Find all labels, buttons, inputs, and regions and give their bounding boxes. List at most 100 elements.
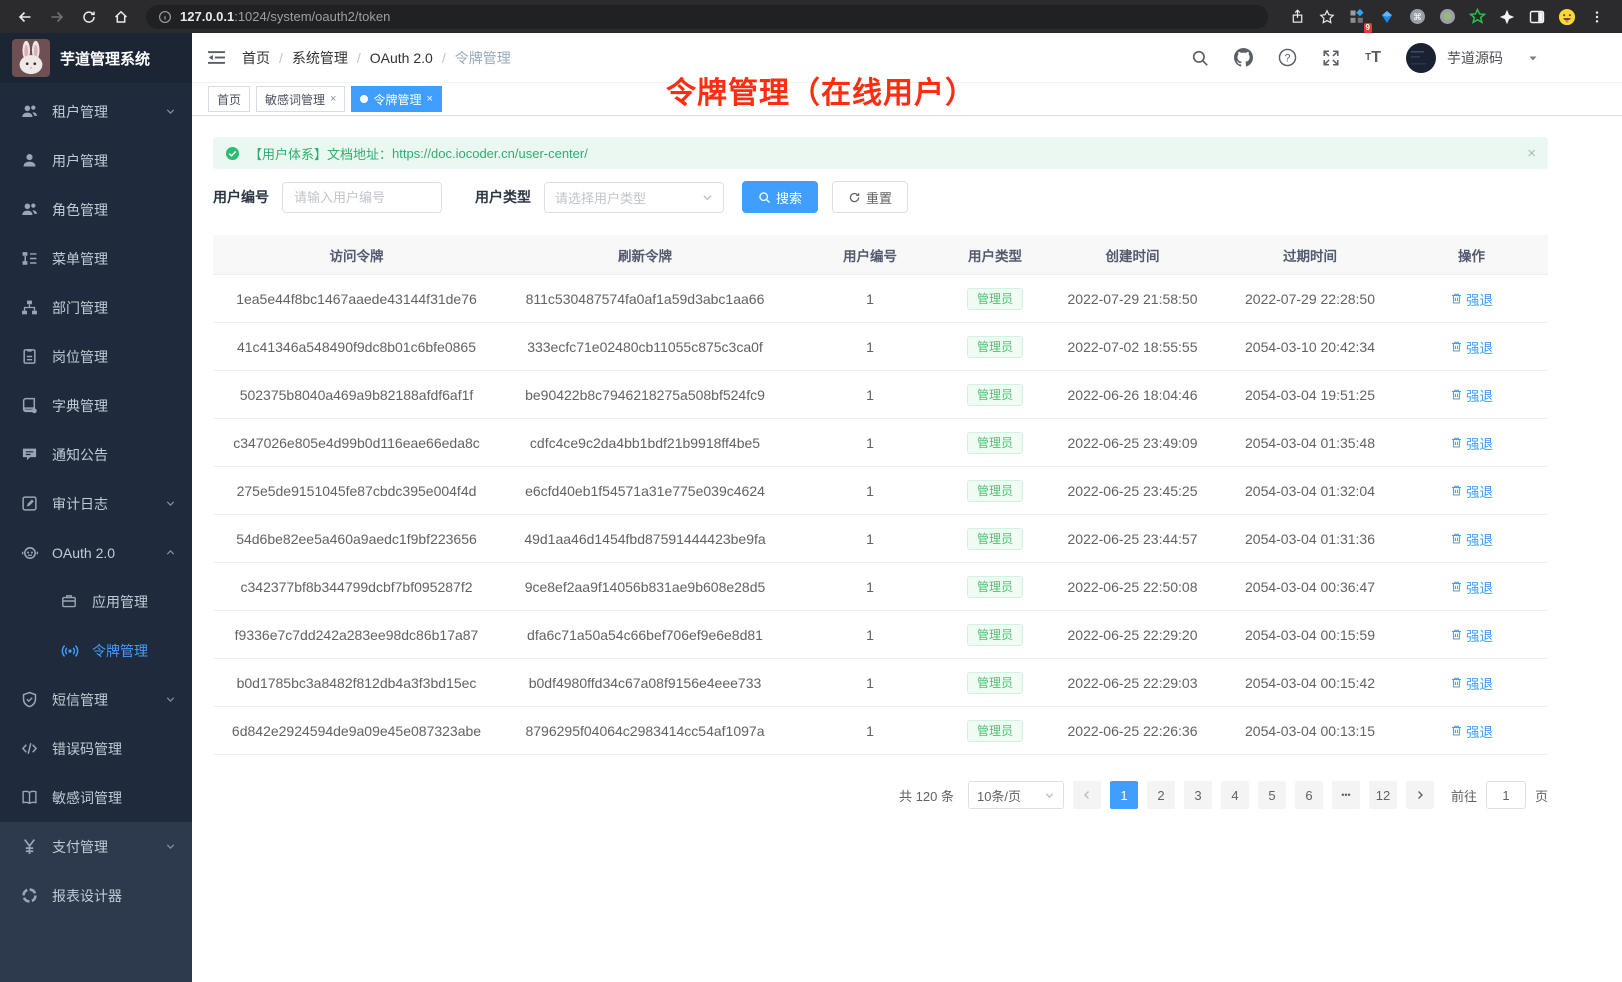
more-pages-button[interactable]: •••: [1331, 781, 1360, 809]
force-logout-button[interactable]: 强退: [1450, 529, 1493, 549]
force-logout-button[interactable]: 强退: [1450, 673, 1493, 693]
column-header-用户编号: 用户编号: [843, 248, 897, 264]
sidebar-item-错误码管理[interactable]: 错误码管理: [0, 724, 192, 773]
sidebar-item-OAuth 2.0[interactable]: OAuth 2.0: [0, 528, 192, 577]
page-button-6[interactable]: 6: [1294, 781, 1323, 809]
browser-menu-icon[interactable]: [1584, 4, 1610, 30]
page-size-select[interactable]: 10条/页: [967, 781, 1064, 809]
sidebar-item-应用管理[interactable]: 应用管理: [0, 577, 192, 626]
sidebar-item-敏感词管理[interactable]: 敏感词管理: [0, 773, 192, 822]
force-logout-button[interactable]: 强退: [1450, 385, 1493, 405]
page-suffix-label: 页: [1534, 788, 1548, 804]
sidebar-item-岗位管理[interactable]: 岗位管理: [0, 332, 192, 381]
page-button-4[interactable]: 4: [1220, 781, 1249, 809]
share-icon[interactable]: [1284, 4, 1310, 30]
sidebar-item-角色管理[interactable]: 角色管理: [0, 185, 192, 234]
help-icon[interactable]: ?: [1278, 48, 1297, 67]
search-button[interactable]: 搜索: [742, 181, 819, 213]
chevron-down-icon: [702, 192, 713, 203]
side-panel-icon[interactable]: [1524, 4, 1550, 30]
users-icon: [21, 201, 38, 218]
user-type-select[interactable]: 请选择用户类型: [544, 181, 724, 213]
page-button-5[interactable]: 5: [1257, 781, 1286, 809]
reset-button[interactable]: 重置: [832, 181, 909, 213]
extension-record-icon[interactable]: [1434, 4, 1460, 30]
force-logout-button[interactable]: 强退: [1450, 577, 1493, 597]
user-id-input[interactable]: [282, 181, 442, 213]
fullscreen-icon[interactable]: [1322, 49, 1340, 67]
browser-home-icon[interactable]: [108, 4, 134, 30]
force-logout-button[interactable]: 强退: [1450, 433, 1493, 453]
alert-close-icon[interactable]: ×: [1527, 144, 1536, 162]
extension-command-icon[interactable]: ⌘: [1404, 4, 1430, 30]
user-type-badge: 管理员: [966, 527, 1023, 550]
breadcrumb-item[interactable]: 系统管理: [291, 49, 348, 66]
address-bar[interactable]: 127.0.0.1:1024/system/oauth2/token: [146, 4, 1268, 29]
access-token-cell: f9336e7c7dd242a283ee98dc86b17a87: [234, 626, 479, 643]
alert-doc-link[interactable]: https://doc.iocoder.cn/user-center/: [392, 145, 588, 161]
extension-grid-icon[interactable]: 9: [1344, 4, 1372, 33]
extension-star-icon[interactable]: [1464, 4, 1490, 30]
goto-page-input[interactable]: [1485, 781, 1526, 809]
force-logout-button[interactable]: 强退: [1450, 337, 1493, 357]
next-page-button[interactable]: [1405, 781, 1434, 809]
profile-emoji-icon[interactable]: [1554, 4, 1580, 30]
browser-reload-icon[interactable]: [76, 4, 102, 30]
trash-icon: [1450, 628, 1463, 641]
expire-time-cell: 2022-07-29 22:28:50: [1245, 290, 1375, 307]
force-logout-button[interactable]: 强退: [1450, 721, 1493, 741]
sidebar-item-通知公告[interactable]: 通知公告: [0, 430, 192, 479]
page-button-2[interactable]: 2: [1146, 781, 1175, 809]
sidebar-item-用户管理[interactable]: 用户管理: [0, 136, 192, 185]
access-token-cell: 6d842e2924594de9a09e45e087323abe: [231, 722, 482, 739]
sidebar-item-报表设计器[interactable]: 报表设计器: [0, 871, 192, 920]
page-button-12[interactable]: 12: [1368, 781, 1397, 809]
username[interactable]: 芋道源码: [1447, 49, 1503, 66]
search-icon[interactable]: [1191, 49, 1209, 67]
user-avatar[interactable]: [1406, 42, 1436, 73]
action-cell: 强退: [1395, 385, 1548, 405]
dictionary-icon: [21, 397, 38, 414]
user-menu-caret-icon[interactable]: [1528, 53, 1538, 63]
force-logout-label: 强退: [1466, 580, 1493, 596]
force-logout-button[interactable]: 强退: [1450, 481, 1493, 501]
close-tab-icon[interactable]: ×: [426, 93, 433, 105]
sidebar-item-短信管理[interactable]: 短信管理: [0, 675, 192, 724]
created-time-cell: 2022-06-25 22:26:36: [1067, 722, 1198, 739]
sidebar-item-租户管理[interactable]: 租户管理: [0, 87, 192, 136]
tab-敏感词管理[interactable]: 敏感词管理 ×: [256, 86, 346, 112]
sidebar-item-菜单管理[interactable]: 菜单管理: [0, 234, 192, 283]
tab-label: 敏感词管理: [265, 92, 326, 107]
close-tab-icon[interactable]: ×: [330, 93, 337, 105]
page-button-1[interactable]: 1: [1109, 781, 1138, 809]
sidebar-item-部门管理[interactable]: 部门管理: [0, 283, 192, 332]
site-info-icon[interactable]: [158, 10, 172, 24]
github-icon[interactable]: [1234, 48, 1254, 67]
sidebar-item-支付管理[interactable]: 支付管理: [0, 822, 192, 871]
chevron-down-icon: [165, 498, 176, 509]
extension-pinwheel-icon[interactable]: [1494, 4, 1520, 30]
user-type-cell: 管理员: [950, 527, 1040, 550]
bookmark-star-icon[interactable]: [1314, 4, 1340, 30]
browser-back-icon[interactable]: [12, 4, 38, 30]
created-time-cell: 2022-06-25 23:49:09: [1067, 434, 1198, 451]
sidebar-item-令牌管理[interactable]: 令牌管理: [0, 626, 192, 675]
sidebar-item-审计日志[interactable]: 审计日志: [0, 479, 192, 528]
browser-forward-icon[interactable]: [44, 4, 70, 30]
tab-首页[interactable]: 首页: [208, 86, 251, 112]
sidebar-item-字典管理[interactable]: 字典管理: [0, 381, 192, 430]
force-logout-label: 强退: [1466, 388, 1493, 404]
force-logout-button[interactable]: 强退: [1450, 625, 1493, 645]
force-logout-button[interactable]: 强退: [1450, 289, 1493, 309]
breadcrumb-item[interactable]: OAuth 2.0: [369, 49, 433, 66]
app-logo[interactable]: 芋道管理系统: [0, 33, 192, 83]
tab-令牌管理[interactable]: 令牌管理 ×: [351, 86, 442, 112]
action-cell: 强退: [1395, 721, 1548, 741]
sidebar-toggle-icon[interactable]: [207, 48, 226, 67]
breadcrumb-item[interactable]: 首页: [242, 49, 270, 66]
page-button-3[interactable]: 3: [1183, 781, 1212, 809]
extension-gem-icon[interactable]: [1374, 4, 1400, 30]
prev-page-button[interactable]: [1072, 781, 1101, 809]
sidebar-item-label: 应用管理: [92, 593, 148, 610]
